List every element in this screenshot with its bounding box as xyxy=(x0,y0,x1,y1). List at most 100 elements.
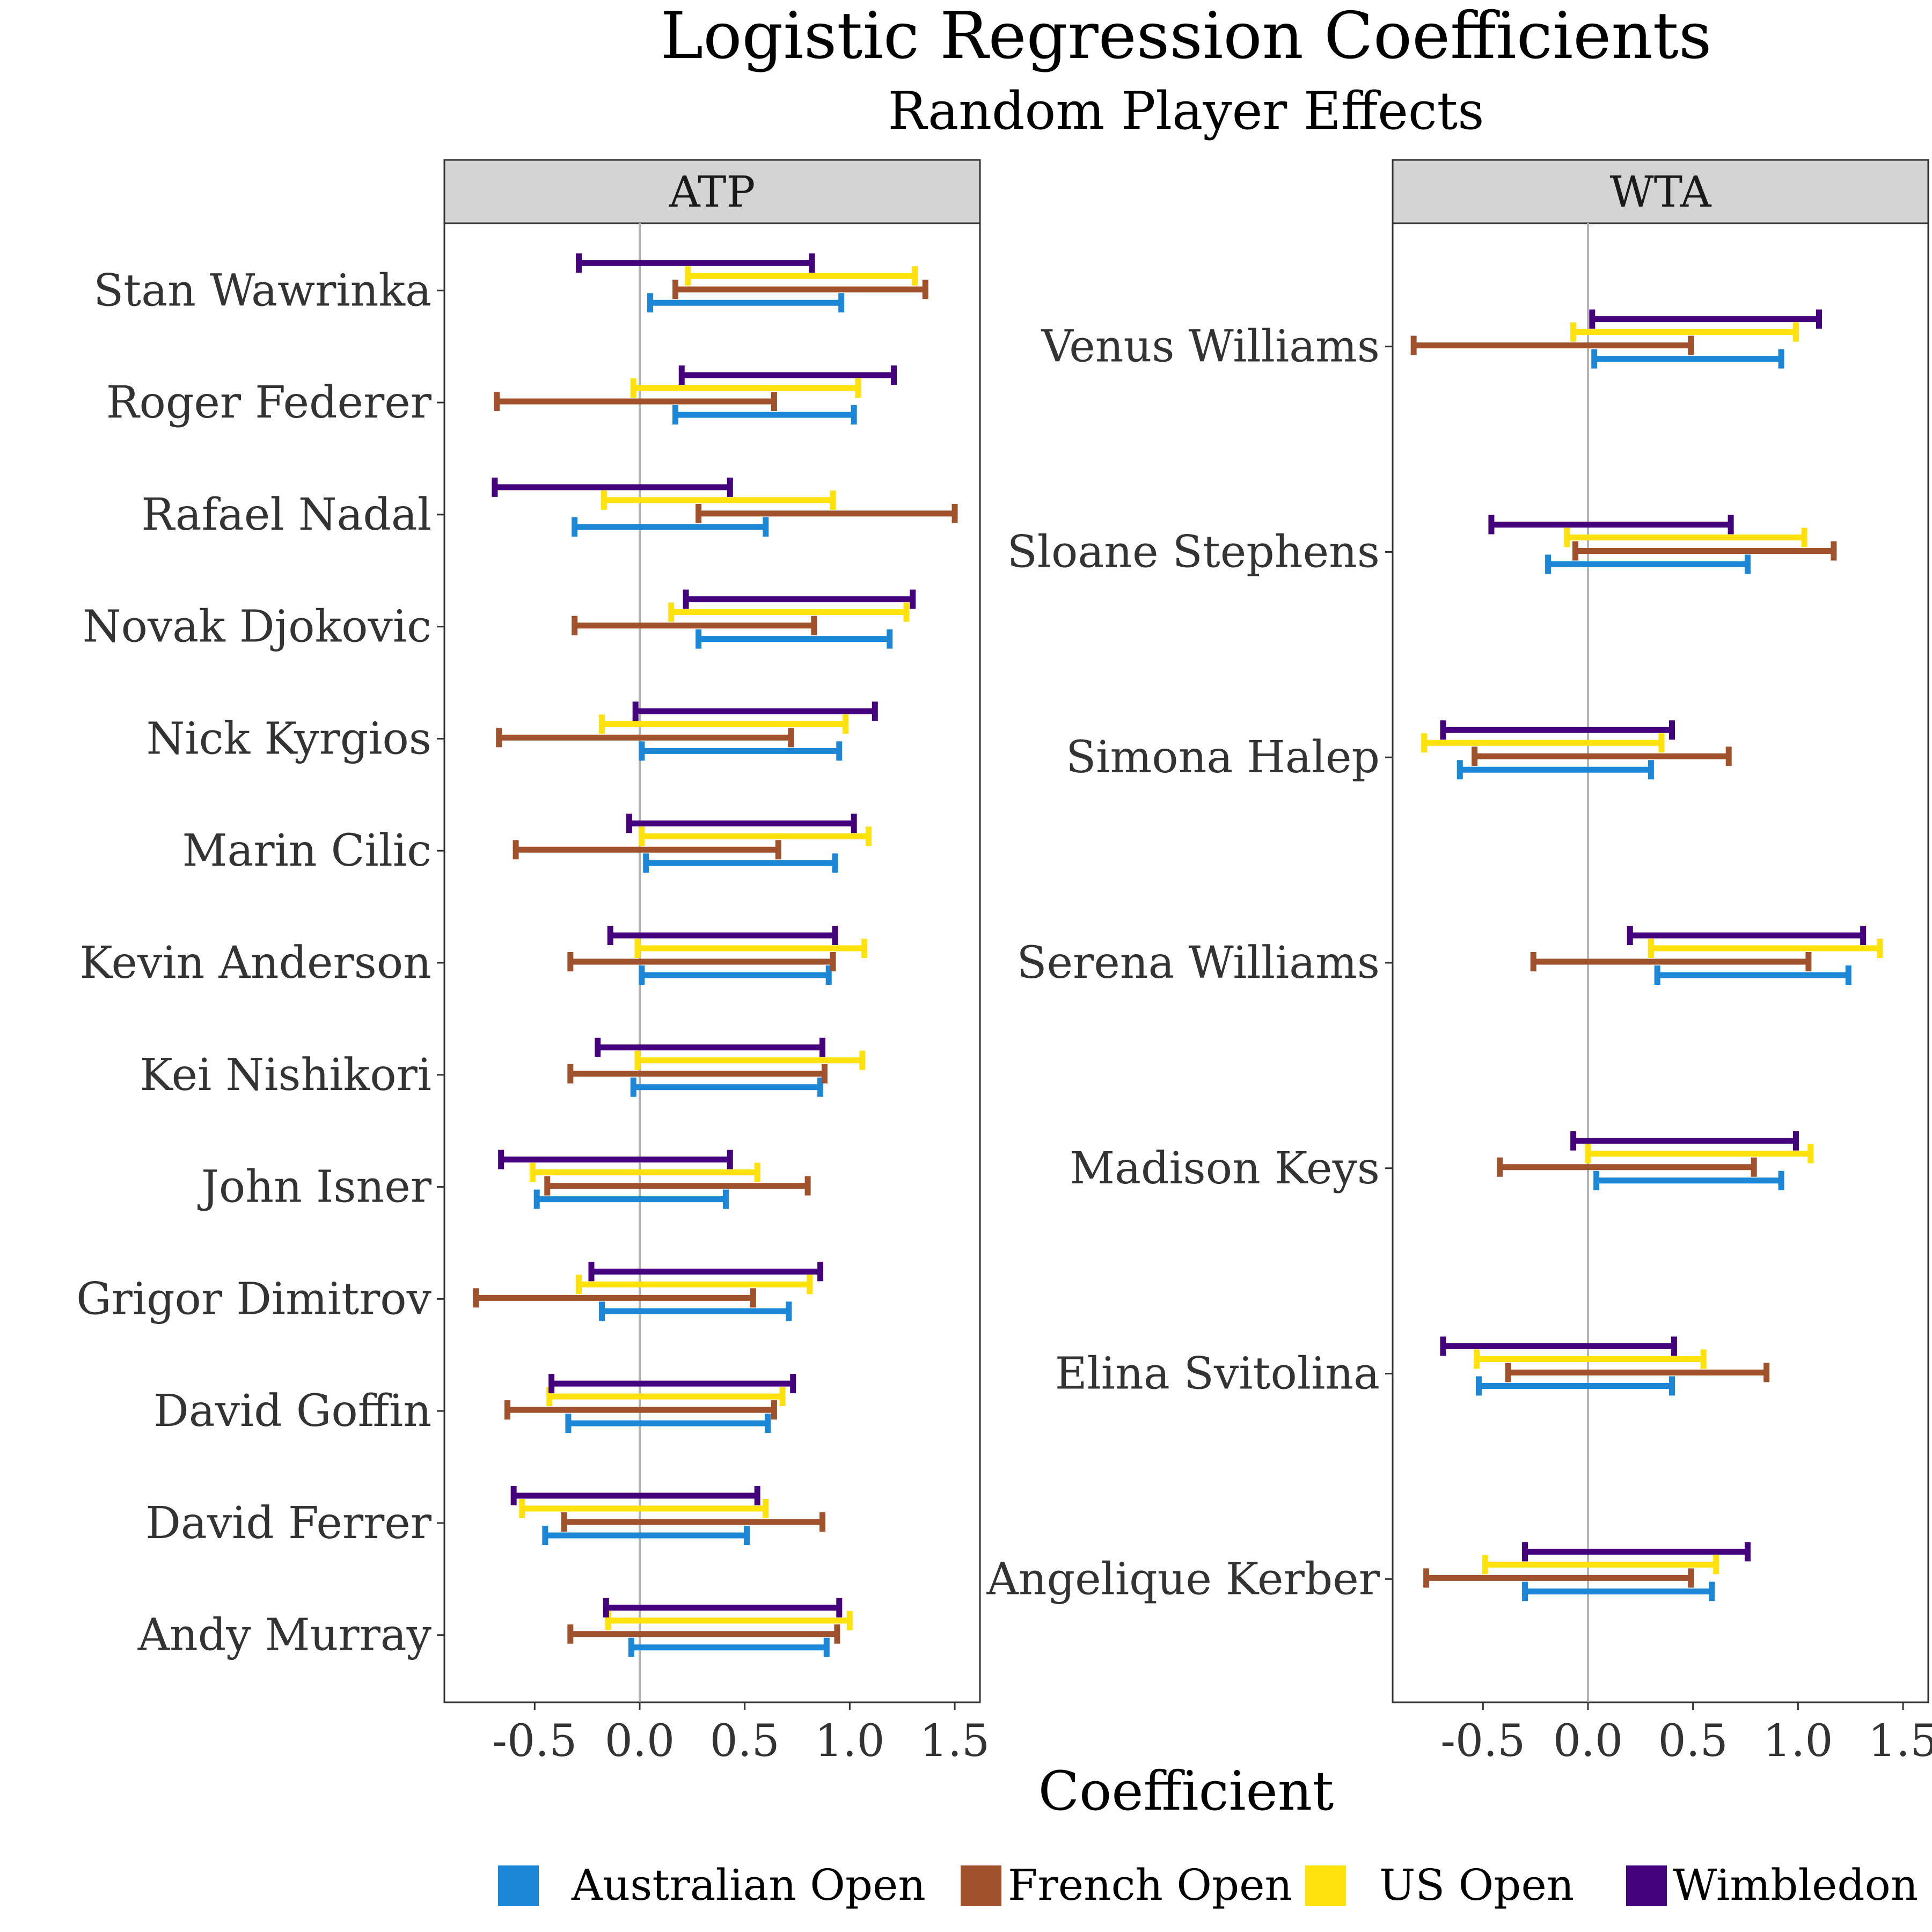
errorbar-us-open xyxy=(634,1050,866,1070)
y-tick-label: Nick Kyrgios xyxy=(147,713,431,764)
errorbar-wimbledon xyxy=(1570,1131,1799,1151)
errorbar-french-open xyxy=(672,280,928,299)
errorbar-australian-open xyxy=(565,1414,771,1433)
legend-label: US Open xyxy=(1379,1860,1574,1910)
errorbar-australian-open xyxy=(1475,1376,1675,1396)
panel-strip-label: WTA xyxy=(1610,167,1712,217)
x-tick-label: 0.0 xyxy=(1553,1716,1623,1767)
y-tick-label: Novak Djokovic xyxy=(83,602,431,653)
errorbar-french-open xyxy=(544,1176,811,1196)
errorbar-wimbledon xyxy=(678,365,897,385)
errorbar-us-open xyxy=(634,939,868,958)
errorbar-us-open xyxy=(1421,733,1665,753)
x-tick-label: -0.5 xyxy=(492,1716,577,1767)
errorbar-us-open xyxy=(668,602,910,622)
legend: Australian Open French Open US Open Wimbled… xyxy=(498,1860,1918,1910)
errorbar-wimbledon xyxy=(492,477,733,497)
y-tick-label: David Goffin xyxy=(153,1386,431,1437)
errorbar-australian-open xyxy=(643,853,838,873)
errorbar-french-open xyxy=(696,503,958,523)
panel-wta: WTA Venus Williams Sloane Stephens Simona H… xyxy=(986,159,1932,1767)
errorbar-wimbledon xyxy=(1627,926,1867,945)
y-tick-label: Roger Federer xyxy=(106,377,432,428)
errorbar-wimbledon xyxy=(1440,1336,1677,1356)
y-tick-label: Venus Williams xyxy=(1041,321,1380,372)
errorbar-wimbledon xyxy=(1522,1542,1751,1562)
x-tick-label: 1.5 xyxy=(920,1716,990,1767)
x-tick-label: 1.5 xyxy=(1868,1716,1932,1767)
errorbar-french-open xyxy=(496,728,794,748)
y-tick-label: Grigor Dimitrov xyxy=(76,1274,432,1324)
errorbar-australian-open xyxy=(533,1189,729,1209)
legend-key xyxy=(961,1865,1001,1906)
errorbar-french-open xyxy=(567,1624,840,1644)
y-tick-label: Rafael Nadal xyxy=(141,489,431,540)
y-tick-label: Andy Murray xyxy=(137,1610,432,1661)
y-tick-label: John Isner xyxy=(197,1162,432,1213)
chart-subtitle: Random Player Effects xyxy=(888,81,1484,141)
errorbar-us-open xyxy=(1648,939,1883,958)
errorbar-us-open xyxy=(1474,1349,1707,1369)
x-tick-label: 1.0 xyxy=(815,1716,884,1767)
errorbar-australian-open xyxy=(696,629,893,649)
errorbar-australian-open xyxy=(572,517,769,537)
legend-item-us-open: US Open xyxy=(1305,1860,1574,1910)
legend-label: Australian Open xyxy=(571,1860,926,1910)
legend-label: Wimbledon xyxy=(1673,1860,1918,1910)
panel-atp: ATP Stan Wawrinka Roger Federer Rafael Nada… xyxy=(76,159,990,1767)
errorbar-french-open xyxy=(567,952,836,971)
errorbar-us-open xyxy=(1585,1144,1814,1163)
errorbar-wimbledon xyxy=(607,926,838,945)
errorbar-french-open xyxy=(473,1288,756,1308)
y-tick-label: Elina Svitolina xyxy=(1055,1349,1380,1400)
chart-title: Logistic Regression Coefficients xyxy=(661,0,1712,74)
x-tick-label: -0.5 xyxy=(1440,1716,1525,1767)
errorbar-french-open xyxy=(1530,952,1812,971)
errorbar-wimbledon xyxy=(1488,515,1734,535)
errorbar-australian-open xyxy=(1593,1170,1784,1190)
panel-strip xyxy=(443,159,981,224)
y-tick-label: Kevin Anderson xyxy=(79,938,431,989)
errorbar-australian-open xyxy=(1457,760,1654,780)
errorbar-wimbledon xyxy=(683,589,916,609)
y-tick-label: Sloane Stephens xyxy=(1007,526,1380,577)
errorbar-wimbledon xyxy=(548,1374,796,1394)
legend-label: French Open xyxy=(1008,1860,1292,1910)
errorbar-french-open xyxy=(1423,1568,1694,1588)
errorbar-australian-open xyxy=(647,293,845,313)
errorbar-wimbledon xyxy=(1589,309,1822,329)
errorbar-french-open xyxy=(572,616,817,635)
errorbar-us-open xyxy=(1482,1555,1719,1575)
errorbar-us-open xyxy=(575,1275,813,1294)
errorbar-french-open xyxy=(1472,747,1732,766)
legend-key xyxy=(498,1865,539,1906)
legend-key xyxy=(1305,1865,1346,1906)
errorbar-wimbledon xyxy=(575,253,815,273)
errorbar-australian-open xyxy=(1545,554,1751,574)
panel-strip xyxy=(1392,159,1929,224)
errorbar-french-open xyxy=(1505,1363,1770,1382)
errorbar-australian-open xyxy=(630,1077,824,1097)
errorbar-australian-open xyxy=(628,1637,830,1657)
errorbar-us-open xyxy=(519,1498,769,1518)
y-tick-label: David Ferrer xyxy=(145,1498,432,1549)
y-tick-label: Serena Williams xyxy=(1016,938,1380,989)
errorbar-australian-open xyxy=(639,965,832,985)
x-axis-title: Coefficient xyxy=(1038,1760,1334,1823)
panels: ATP Stan Wawrinka Roger Federer Rafael Nada… xyxy=(76,159,1932,1767)
y-tick-label: Madison Keys xyxy=(1070,1143,1380,1194)
errorbar-wimbledon xyxy=(626,814,857,833)
y-tick-label: Marin Cilic xyxy=(182,825,432,876)
errorbar-wimbledon xyxy=(632,701,878,721)
errorbar-wimbledon xyxy=(510,1485,760,1505)
errorbar-australian-open xyxy=(1654,965,1851,985)
y-tick-label: Stan Wawrinka xyxy=(93,265,431,316)
errorbar-wimbledon xyxy=(603,1598,843,1618)
errorbar-wimbledon xyxy=(498,1150,733,1169)
x-tick-label: 1.0 xyxy=(1763,1716,1833,1767)
errorbar-australian-open xyxy=(639,741,843,761)
errorbar-us-open xyxy=(601,490,836,510)
errorbar-us-open xyxy=(1564,528,1807,547)
errorbar-french-open xyxy=(494,392,777,412)
